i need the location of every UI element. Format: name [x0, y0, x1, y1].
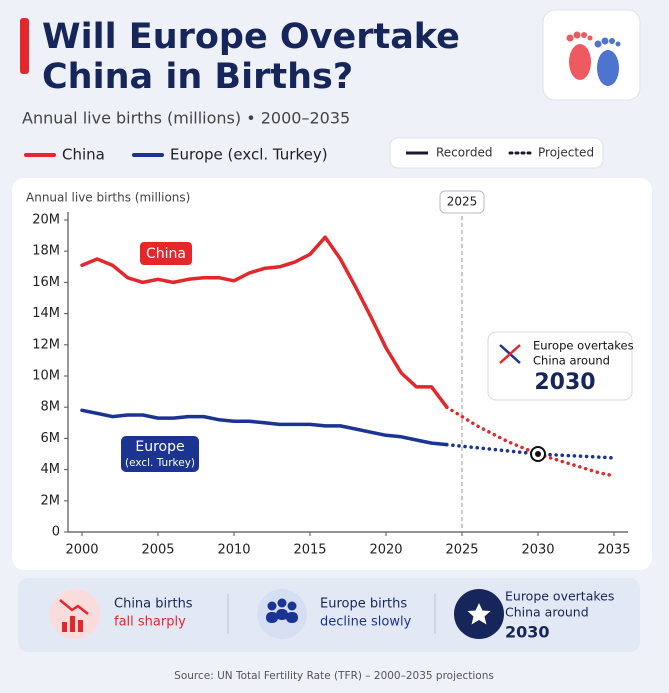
divider-label: 2025	[447, 195, 478, 209]
people-glyph	[277, 598, 287, 608]
y-tick-label: 8M	[41, 400, 61, 415]
subtitle: Annual live births (millions) • 2000–203…	[22, 109, 350, 128]
cross-icon	[499, 344, 521, 364]
legend-label: Recorded	[436, 146, 492, 160]
europe-label-box	[121, 436, 199, 472]
china-label: China	[146, 246, 186, 262]
people-glyph	[276, 609, 288, 620]
legend-label: China	[62, 146, 105, 164]
card-detail: fall sharply	[114, 615, 186, 630]
x-tick-label: 2010	[217, 543, 250, 558]
y-tick-label: 6M	[41, 431, 61, 446]
card-title: Europe births	[320, 597, 407, 612]
down-arrow-glyph	[59, 599, 89, 615]
x-tick-label: 2030	[521, 543, 554, 558]
y-tick-label: 16M	[32, 275, 60, 290]
chart-glyph	[70, 616, 75, 632]
europe-sublabel: (excl. Turkey)	[125, 457, 195, 469]
people-glyph	[267, 601, 277, 611]
chart-glyph	[62, 622, 67, 632]
y-tick-label: 10M	[32, 369, 60, 384]
x-tick-label: 2000	[65, 543, 98, 558]
y-tick-label: 12M	[32, 337, 60, 352]
recorded-line	[80, 408, 449, 447]
card-title: Europe overtakes	[505, 589, 614, 604]
y-tick-label: 14M	[32, 306, 60, 321]
card-detail: decline slowly	[320, 615, 412, 630]
people-glyph	[287, 601, 297, 611]
crossover-label: Europe overtakes	[533, 339, 634, 353]
accent-bar	[20, 18, 29, 74]
card-title: China births	[114, 597, 193, 612]
x-tick-label: 2025	[445, 543, 478, 558]
y-tick-label: 20M	[32, 213, 60, 228]
y-axis-label: Annual live births (millions)	[26, 191, 190, 205]
europe-label: Europe	[135, 439, 184, 455]
card-title: China around	[505, 605, 589, 620]
crossover-year: 2030	[534, 370, 595, 395]
y-tick-label: 4M	[41, 462, 61, 477]
legend-label: Projected	[538, 146, 594, 160]
crossover-box	[487, 331, 633, 401]
crossover-dot	[535, 451, 541, 457]
divider-label-box	[439, 190, 485, 214]
source: Source: UN Total Fertility Rate (TFR) – …	[174, 670, 494, 682]
chart-glyph	[78, 620, 83, 632]
legend-label: Europe (excl. Turkey)	[170, 146, 328, 164]
recorded-line	[80, 235, 449, 409]
people-glyph	[266, 612, 278, 623]
x-tick-label: 2005	[141, 543, 174, 558]
people-glyph	[286, 612, 298, 623]
x-tick-label: 2035	[597, 543, 630, 558]
x-tick-label: 2020	[369, 543, 402, 558]
y-tick-label: 18M	[32, 244, 60, 259]
feet-icon	[542, 9, 641, 101]
title: China in Births?	[42, 57, 353, 97]
star-glyph	[467, 603, 491, 625]
style-legend	[389, 137, 604, 169]
projected-line	[445, 405, 616, 478]
title: Will Europe Overtake	[42, 17, 460, 57]
card-detail: 2030	[505, 623, 550, 642]
crossover-label: China around	[533, 354, 610, 368]
y-tick-label: 2M	[41, 493, 61, 508]
y-tick-label: 0	[52, 525, 60, 540]
x-tick-label: 2015	[293, 543, 326, 558]
china-label-box	[140, 242, 192, 265]
